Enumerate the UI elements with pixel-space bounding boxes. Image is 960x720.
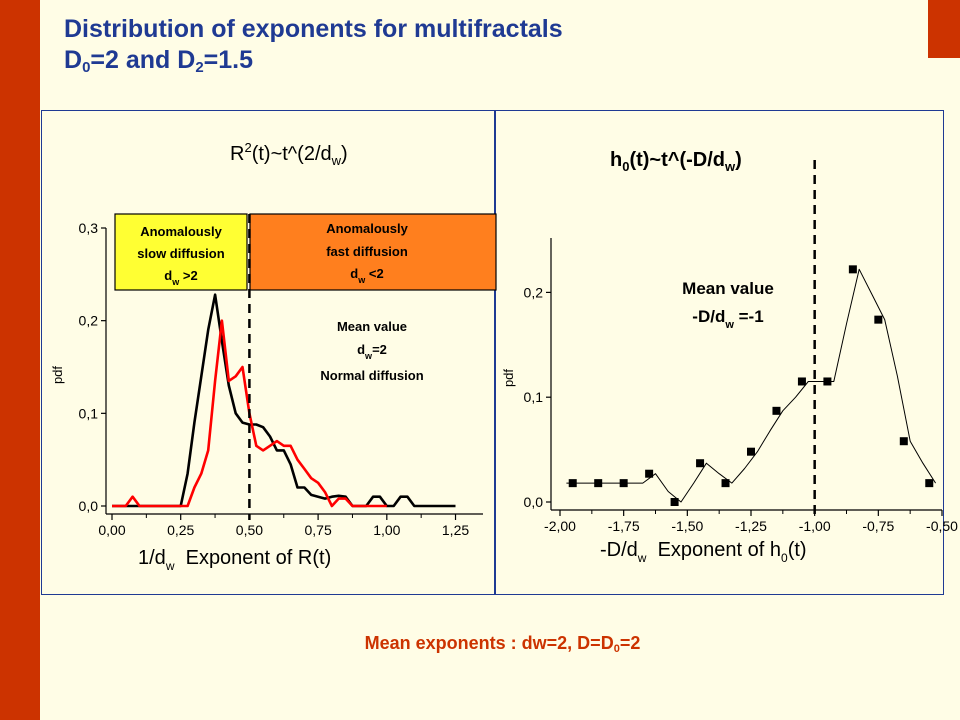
slow-box-line-1: Anomalously	[140, 224, 222, 239]
right-data-point	[899, 437, 908, 446]
right-data-point	[619, 479, 628, 488]
slow-diffusion-box	[114, 213, 248, 291]
left-y-tick-label: 0,0	[79, 498, 99, 514]
left-x-tick-label: 1,25	[442, 522, 469, 538]
right-data-point	[772, 406, 781, 415]
left-annotations: Anomalously slow diffusion dw >2 Anomalo…	[114, 213, 497, 383]
accent-corner-block	[928, 0, 960, 58]
title-line-1: Distribution of exponents for multifract…	[64, 15, 563, 43]
left-x-tick-label: 0,25	[167, 522, 194, 538]
slide-title: Distribution of exponents for multifract…	[64, 14, 563, 76]
right-chart-heading: h0(t)~t^(-D/dw)	[610, 149, 742, 174]
title-line-2: D0=2 and D2=1.5	[64, 46, 254, 76]
right-data-point	[747, 447, 755, 456]
right-y-tick-label: 0,1	[524, 389, 544, 405]
left-mean-note-line-2: dw=2	[357, 342, 387, 361]
left-mean-note-line-3: Normal diffusion	[320, 368, 423, 383]
footer-note: Mean exponents : dw=2, D=D0=2	[364, 633, 641, 655]
slow-box-line-2: slow diffusion	[137, 246, 224, 261]
right-data-point	[797, 377, 806, 386]
right-x-tick-label: -0,50	[926, 518, 958, 534]
right-chart: h0(t)~t^(-D/dw) Mean value -D/dw =-1 pdf…	[501, 149, 807, 565]
right-y-tick-label: 0,2	[524, 284, 544, 300]
right-data-point	[568, 479, 577, 488]
left-x-axis-label: 1/dw Exponent of R(t)	[138, 547, 331, 573]
left-y-tick-label: 0,3	[79, 220, 99, 236]
figure-frame	[41, 110, 944, 595]
right-data-point	[848, 265, 857, 274]
right-y-tick-label: 0,0	[524, 494, 544, 510]
right-data-point	[594, 479, 603, 488]
right-data-point	[925, 479, 934, 488]
fast-box-line-1: Anomalously	[326, 221, 408, 236]
right-data-point	[874, 315, 883, 324]
right-x-tick-label: -1,00	[799, 518, 831, 534]
right-y-axis-label: pdf	[501, 369, 516, 387]
right-x-tick-label: -0,75	[862, 518, 894, 534]
fast-box-line-2: fast diffusion	[326, 244, 408, 259]
left-y-tick-label: 0,1	[79, 405, 99, 421]
right-data-point	[670, 498, 679, 506]
left-x-tick-label: 1,00	[373, 522, 400, 538]
right-x-axis-label: -D/dw Exponent of h0(t)	[600, 539, 807, 565]
right-mean-note-line-2: -D/dw =-1	[692, 307, 763, 331]
right-series-line-0	[566, 268, 937, 503]
right-data-point	[823, 377, 832, 386]
fast-box-line-3: dw <2	[350, 266, 383, 285]
figure-divider	[494, 110, 496, 595]
left-x-tick-label: 0,50	[236, 522, 263, 538]
left-y-axis-label: pdf	[50, 366, 65, 384]
slow-box-line-3: dw >2	[164, 268, 197, 287]
right-data-point	[645, 469, 654, 478]
left-y-tick-label: 0,2	[79, 313, 99, 329]
left-x-tick-label: 0,75	[304, 522, 331, 538]
left-chart-heading: R2(t)~t^(2/dw)	[230, 140, 348, 168]
right-x-tick-label: -1,50	[671, 518, 703, 534]
right-x-tick-label: -1,25	[735, 518, 767, 534]
plot-layer: 0,0 0,1 0,2 0,3 0,00 0,25 0,50 0,75 1,00 1,25 0,0 0…	[79, 160, 958, 538]
left-x-tick-label: 0,00	[98, 522, 125, 538]
right-x-tick-label: -2,00	[544, 518, 576, 534]
left-chart: R2(t)~t^(2/dw) Anomalously slow diffusio…	[50, 140, 497, 573]
right-mean-note-line-1: Mean value	[682, 279, 774, 298]
right-x-tick-label: -1,75	[608, 518, 640, 534]
left-mean-note-line-1: Mean value	[337, 319, 407, 334]
right-data-point	[721, 479, 730, 488]
accent-side-bar	[0, 0, 40, 720]
right-data-point	[696, 459, 705, 468]
